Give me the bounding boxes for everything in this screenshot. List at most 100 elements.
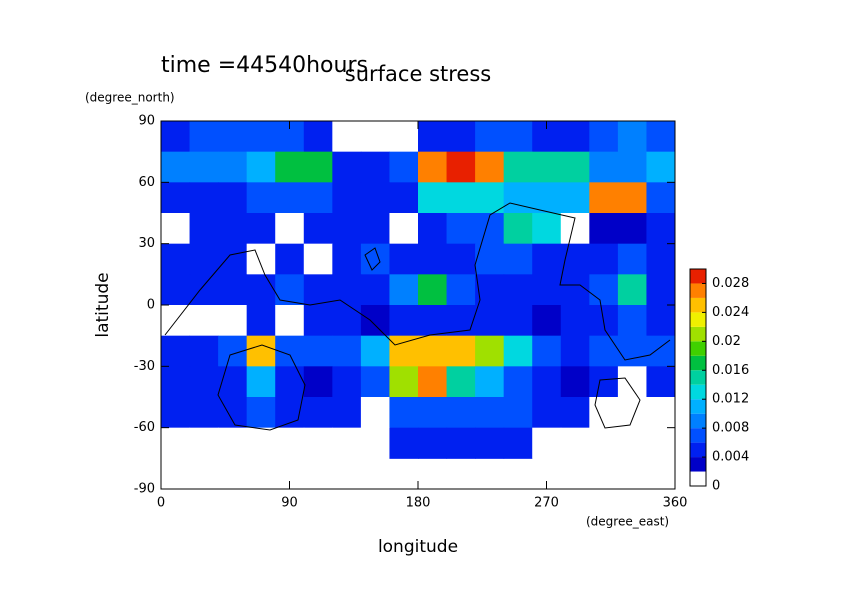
coastline (164, 202, 671, 361)
field-cell (303, 305, 333, 337)
field-cell (360, 305, 390, 337)
field-cell (189, 121, 219, 153)
field-cell (389, 366, 419, 398)
coastline (364, 247, 381, 271)
field-cell (560, 427, 590, 459)
field-cell (161, 427, 191, 459)
field-cell (446, 243, 476, 275)
field-cell (503, 305, 533, 337)
field-cell (503, 274, 533, 306)
field-cell (218, 182, 248, 214)
field-cell (646, 151, 676, 183)
y-axis-title: latitude (93, 272, 113, 337)
field-cell (189, 274, 219, 306)
field-cell (189, 366, 219, 398)
field-cell (446, 274, 476, 306)
coastline (594, 377, 641, 429)
field-cell (161, 151, 191, 183)
field-cell (332, 305, 362, 337)
field-cell (303, 397, 333, 429)
field-cell (389, 397, 419, 429)
field-cell (389, 427, 419, 459)
field-cell (446, 397, 476, 429)
field-cell (617, 397, 647, 429)
field-cell (360, 274, 390, 306)
field-cell (389, 182, 419, 214)
field-cell (218, 151, 248, 183)
field-cell (503, 397, 533, 429)
field-cell (475, 366, 505, 398)
field-cell (646, 397, 676, 429)
colorbar-segment (690, 341, 706, 356)
field-cell (303, 121, 333, 153)
field-cell (418, 151, 448, 183)
field-cell (446, 213, 476, 245)
y-tick-label: 30 (138, 236, 155, 251)
field-cell (589, 243, 619, 275)
field-cell (418, 366, 448, 398)
field-cell (275, 366, 305, 398)
field-cell (360, 182, 390, 214)
y-tick-label: -30 (134, 359, 155, 374)
field-cell (646, 243, 676, 275)
field-cell (246, 366, 276, 398)
field-cell (560, 305, 590, 337)
field-cell (389, 243, 419, 275)
field-cell (360, 121, 390, 153)
field-cell (246, 335, 276, 367)
colorbar-segment (690, 384, 706, 400)
field-cell (360, 366, 390, 398)
field-cell (503, 335, 533, 367)
y-unit: (degree_north) (85, 91, 175, 105)
chart-title: surface stress (345, 62, 491, 86)
field-cell (532, 151, 562, 183)
field-cell (303, 335, 333, 367)
field-cell (303, 274, 333, 306)
field-cell (646, 366, 676, 398)
colorbar-segment (690, 312, 706, 327)
colorbar-segment (690, 326, 706, 342)
coastlines (164, 202, 671, 431)
field-cell (332, 213, 362, 245)
field-cell (532, 335, 562, 367)
field-cell (617, 213, 647, 245)
field-cell (560, 121, 590, 153)
field-cell (389, 274, 419, 306)
field-cell (218, 305, 248, 337)
field-cell (503, 213, 533, 245)
field-cell (475, 305, 505, 337)
field-cell (418, 182, 448, 214)
colorbar-segment (690, 399, 706, 414)
colorbar-tick-label: 0.004 (712, 450, 749, 465)
field-cell (560, 397, 590, 429)
field-cell (161, 335, 191, 367)
time-label: time =44540hours (161, 53, 368, 78)
field-cell (275, 427, 305, 459)
field-cell (332, 121, 362, 153)
colorbar-tick-label: 0.016 (712, 363, 749, 378)
y-tick-label: -60 (134, 420, 155, 435)
field-cell (560, 274, 590, 306)
colorbar-segment (690, 413, 706, 429)
field-cell (303, 151, 333, 183)
field-cell (360, 335, 390, 367)
field-cell (646, 305, 676, 337)
field-cell (246, 213, 276, 245)
field-cell (475, 121, 505, 153)
field-cell (246, 397, 276, 429)
field-cell (589, 182, 619, 214)
field-cell (218, 243, 248, 275)
field-cell (503, 121, 533, 153)
field-cell (161, 182, 191, 214)
field-cell (189, 243, 219, 275)
field-cell (532, 305, 562, 337)
field-cell (360, 213, 390, 245)
field-cell (389, 305, 419, 337)
field-cell (218, 366, 248, 398)
field-cell (161, 213, 191, 245)
colorbar-tick-label: 0.024 (712, 305, 749, 320)
field-cell (275, 151, 305, 183)
field-cell (389, 335, 419, 367)
field-cell (446, 366, 476, 398)
